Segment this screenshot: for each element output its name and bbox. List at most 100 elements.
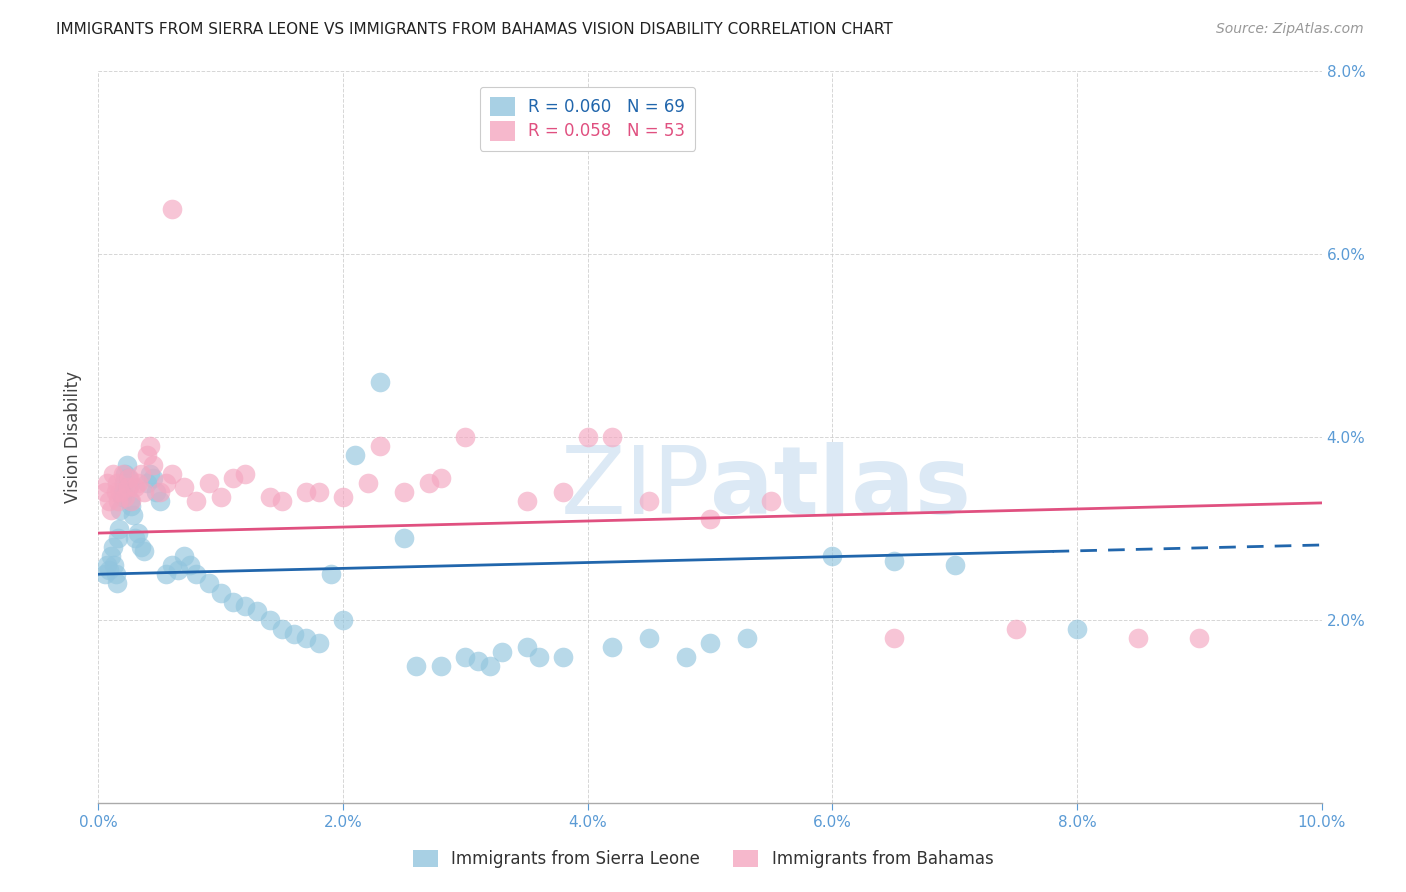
Point <box>883 553 905 567</box>
Point <box>295 485 318 500</box>
Point <box>129 467 152 481</box>
Point <box>699 512 721 526</box>
Point <box>392 531 416 545</box>
Point <box>105 576 128 591</box>
Point <box>139 467 162 481</box>
Point <box>454 430 477 444</box>
Point <box>155 475 177 490</box>
Point <box>430 471 453 485</box>
Point <box>735 632 758 646</box>
Point <box>418 475 440 490</box>
Point <box>186 567 208 582</box>
Point <box>149 485 172 500</box>
Point <box>118 480 141 494</box>
Point <box>93 485 115 500</box>
Point <box>392 485 416 500</box>
Point <box>186 494 208 508</box>
Point <box>246 604 269 618</box>
Point <box>467 654 489 668</box>
Point <box>197 576 219 591</box>
Point <box>259 490 281 504</box>
Point <box>103 558 125 573</box>
Point <box>344 449 367 463</box>
Point <box>222 594 245 608</box>
Point <box>761 494 783 508</box>
Point <box>638 632 661 646</box>
Point <box>160 467 183 481</box>
Point <box>136 475 159 490</box>
Point <box>112 475 135 490</box>
Point <box>120 499 142 513</box>
Point <box>368 439 391 453</box>
Point <box>553 485 575 500</box>
Point <box>173 549 195 563</box>
Point <box>107 531 129 545</box>
Point <box>173 480 195 494</box>
Point <box>111 467 134 481</box>
Point <box>98 494 121 508</box>
Point <box>136 449 159 463</box>
Point <box>111 490 134 504</box>
Point <box>114 490 136 504</box>
Point <box>101 467 124 481</box>
Point <box>142 471 165 485</box>
Point <box>124 531 146 545</box>
Y-axis label: Vision Disability: Vision Disability <box>65 371 83 503</box>
Point <box>259 613 281 627</box>
Point <box>209 490 232 504</box>
Point <box>430 658 453 673</box>
Point <box>368 376 391 390</box>
Point <box>332 613 354 627</box>
Point <box>332 490 354 504</box>
Point <box>553 649 575 664</box>
Point <box>1188 632 1211 646</box>
Point <box>111 485 134 500</box>
Point <box>121 508 143 522</box>
Point <box>516 494 538 508</box>
Point <box>233 599 256 614</box>
Point <box>638 494 661 508</box>
Point <box>93 567 115 582</box>
Point <box>197 475 219 490</box>
Point <box>149 494 172 508</box>
Point <box>454 649 477 664</box>
Point <box>1004 622 1026 636</box>
Point <box>108 521 131 535</box>
Point <box>576 430 599 444</box>
Point <box>699 636 721 650</box>
Point <box>233 467 256 481</box>
Point <box>1128 632 1150 646</box>
Point <box>527 649 550 664</box>
Legend: Immigrants from Sierra Leone, Immigrants from Bahamas: Immigrants from Sierra Leone, Immigrants… <box>406 843 1000 875</box>
Point <box>129 540 152 554</box>
Point <box>127 475 149 490</box>
Point <box>270 494 294 508</box>
Point <box>117 471 139 485</box>
Point <box>600 640 623 655</box>
Point <box>319 567 342 582</box>
Point <box>283 626 305 640</box>
Point <box>160 202 183 216</box>
Point <box>132 544 155 558</box>
Point <box>308 485 330 500</box>
Text: Source: ZipAtlas.com: Source: ZipAtlas.com <box>1216 22 1364 37</box>
Text: atlas: atlas <box>710 442 972 534</box>
Point <box>100 503 122 517</box>
Point <box>142 458 165 472</box>
Point <box>167 563 190 577</box>
Point <box>516 640 538 655</box>
Point <box>96 475 118 490</box>
Point <box>114 467 136 481</box>
Point <box>270 622 294 636</box>
Point <box>117 480 139 494</box>
Point <box>155 567 177 582</box>
Point <box>145 485 167 500</box>
Point <box>222 471 245 485</box>
Text: IMMIGRANTS FROM SIERRA LEONE VS IMMIGRANTS FROM BAHAMAS VISION DISABILITY CORREL: IMMIGRANTS FROM SIERRA LEONE VS IMMIGRAN… <box>56 22 893 37</box>
Point <box>179 558 201 573</box>
Point <box>132 485 155 500</box>
Point <box>405 658 427 673</box>
Point <box>160 558 183 573</box>
Point <box>107 494 129 508</box>
Point <box>491 645 513 659</box>
